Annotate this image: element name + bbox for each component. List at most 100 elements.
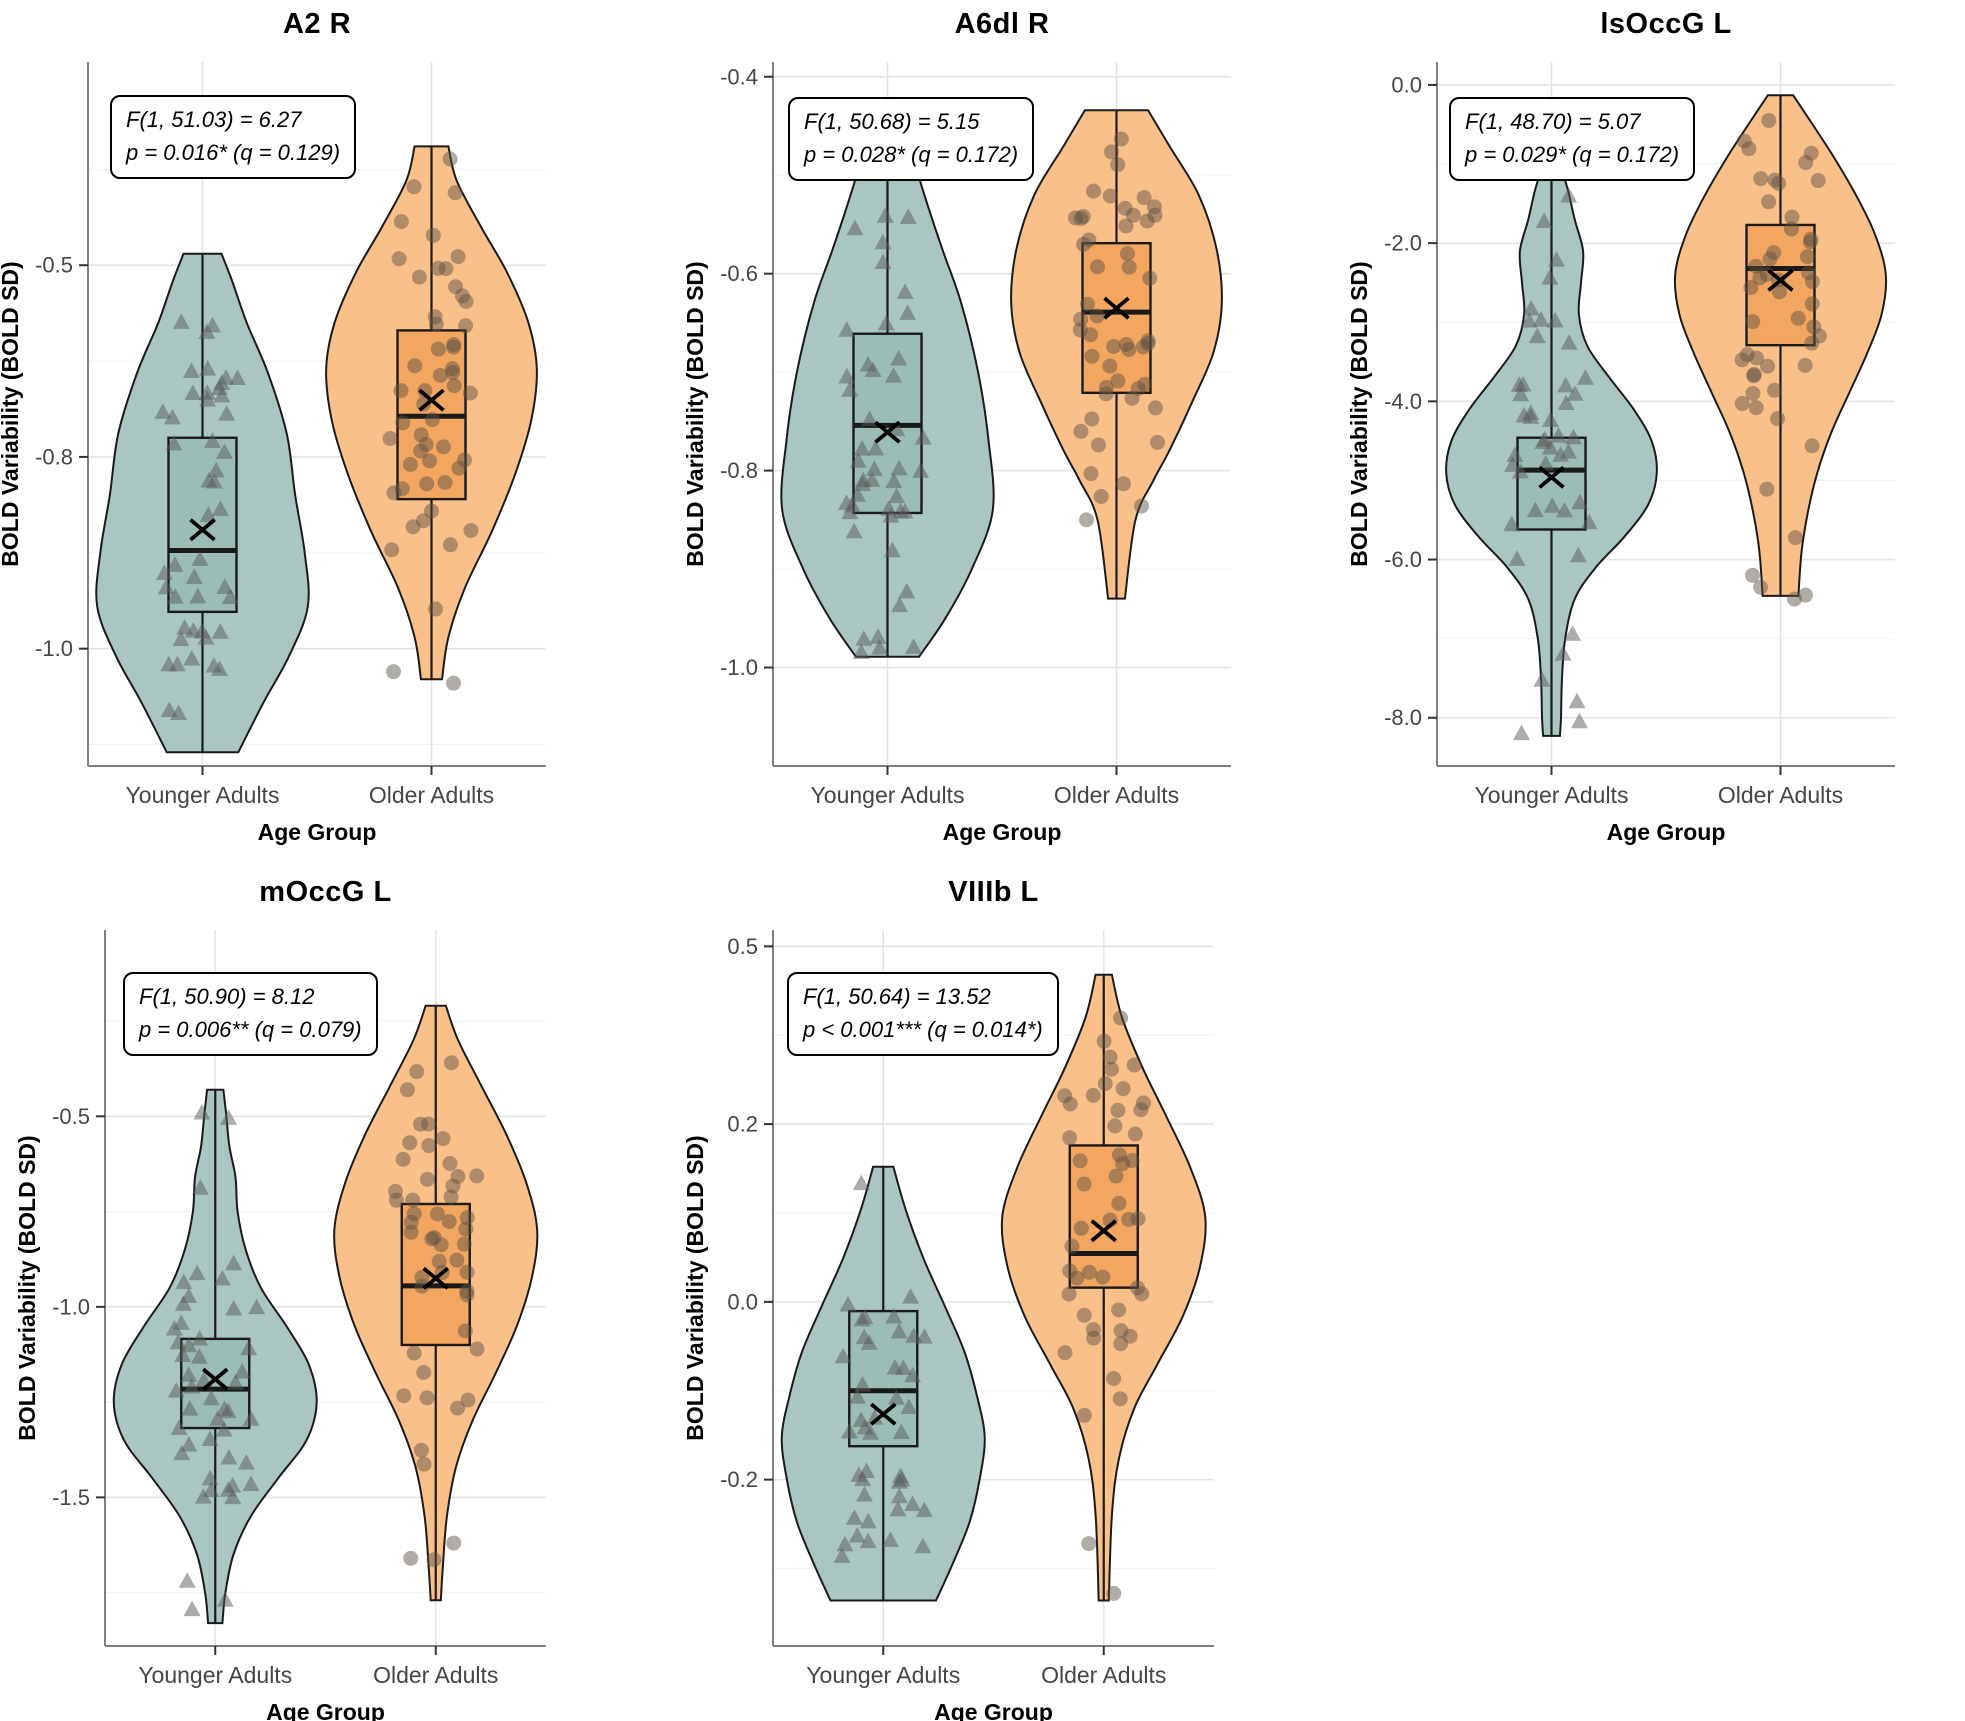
data-point-circle bbox=[1797, 357, 1813, 373]
data-point-triangle bbox=[178, 1572, 196, 1588]
data-point-circle bbox=[443, 1189, 459, 1205]
data-point-circle bbox=[1113, 131, 1129, 147]
data-point-circle bbox=[1753, 579, 1768, 595]
data-point-circle bbox=[419, 1390, 435, 1406]
violin-plot-svg: 0.5 0.2 0.0 -0.2 Younger Adults Older Adults A… bbox=[682, 930, 1214, 1721]
panel-title: mOccG L bbox=[259, 876, 392, 908]
data-point-circle bbox=[1130, 1211, 1146, 1227]
data-point-circle bbox=[406, 179, 422, 195]
data-point-circle bbox=[1079, 512, 1094, 528]
data-point-circle bbox=[413, 427, 429, 443]
data-point-circle bbox=[462, 385, 478, 401]
data-point-circle bbox=[1061, 1286, 1077, 1302]
data-point-circle bbox=[1767, 172, 1783, 188]
data-point-triangle bbox=[1542, 411, 1560, 427]
data-point-triangle bbox=[191, 1179, 209, 1195]
data-point-triangle bbox=[1560, 334, 1578, 350]
panel-a2-r: A2 R -0.5 -0.8 -1.0 Younger Adults Older Adul… bbox=[0, 0, 655, 860]
data-point-triangle bbox=[1504, 456, 1522, 472]
data-point-circle bbox=[1110, 373, 1126, 389]
data-point-circle bbox=[1743, 280, 1759, 296]
x-category-label: Younger Adults bbox=[806, 1662, 960, 1688]
data-point-circle bbox=[1096, 1033, 1112, 1049]
data-point-circle bbox=[1150, 434, 1166, 450]
data-point-triangle bbox=[202, 1389, 220, 1406]
data-point-triangle bbox=[1543, 497, 1561, 513]
data-point-circle bbox=[1804, 274, 1820, 290]
data-point-circle bbox=[1075, 208, 1091, 224]
data-point-triangle bbox=[874, 233, 892, 250]
data-point-triangle bbox=[166, 556, 184, 572]
x-category-label: Older Adults bbox=[369, 782, 494, 808]
data-point-circle bbox=[445, 365, 461, 381]
y-tick-label: -0.8 bbox=[720, 458, 758, 483]
panel-moccg-l: mOccG L -0.5 -1.0 -1.5 Younger Adults Older A… bbox=[0, 860, 655, 1721]
data-point-circle bbox=[1767, 382, 1783, 398]
data-point-triangle bbox=[209, 1410, 227, 1426]
data-point-circle bbox=[419, 476, 435, 492]
stats-f-line: F(1, 51.03) = 6.27 bbox=[126, 107, 302, 132]
data-point-circle bbox=[1108, 1168, 1124, 1184]
data-point-circle bbox=[1762, 251, 1778, 267]
data-point-triangle bbox=[167, 1382, 185, 1398]
data-point-circle bbox=[1102, 1049, 1118, 1065]
data-point-circle bbox=[1787, 530, 1803, 546]
data-point-circle bbox=[1073, 210, 1089, 226]
stats-p-line: p = 0.029* (q = 0.172) bbox=[1465, 142, 1680, 167]
data-point-triangle bbox=[242, 1475, 260, 1492]
boxplot-older bbox=[400, 1202, 471, 1347]
data-point-circle bbox=[1140, 336, 1156, 352]
data-point-circle bbox=[428, 316, 444, 332]
data-point-triangle bbox=[859, 1512, 877, 1529]
data-point-circle bbox=[460, 1392, 476, 1408]
data-point-circle bbox=[1091, 437, 1107, 453]
stats-annotation-box: F(1, 48.70) = 5.07 p = 0.029* (q = 0.172) bbox=[1449, 97, 1696, 181]
stats-p-line: p = 0.016* (q = 0.129) bbox=[126, 140, 341, 165]
x-category-label: Younger Adults bbox=[1475, 782, 1629, 808]
data-point-triangle bbox=[856, 1308, 874, 1325]
y-tick-label: -6.0 bbox=[1384, 547, 1422, 572]
data-point-triangle bbox=[1571, 712, 1588, 729]
mean-x-marker bbox=[1767, 268, 1794, 292]
x-category-label: Younger Adults bbox=[811, 782, 965, 808]
data-point-circle bbox=[433, 1237, 449, 1253]
data-point-circle bbox=[1130, 1280, 1146, 1296]
data-point-circle bbox=[403, 1550, 419, 1566]
data-point-triangle bbox=[1555, 501, 1573, 518]
data-point-triangle bbox=[914, 1537, 932, 1554]
data-point-circle bbox=[1124, 390, 1140, 406]
data-point-circle bbox=[459, 1210, 475, 1226]
data-point-circle bbox=[1766, 245, 1782, 261]
y-tick-label: -0.2 bbox=[720, 1467, 758, 1492]
data-point-triangle bbox=[180, 1435, 198, 1452]
data-point-circle bbox=[1073, 423, 1089, 439]
data-point-triangle bbox=[1520, 312, 1538, 328]
data-point-circle bbox=[1771, 284, 1787, 300]
data-point-triangle bbox=[1522, 300, 1540, 316]
data-point-triangle bbox=[841, 381, 859, 397]
data-point-circle bbox=[1761, 194, 1777, 210]
data-point-triangle bbox=[154, 403, 172, 419]
data-point-circle bbox=[458, 293, 474, 309]
data-point-circle bbox=[1130, 380, 1146, 396]
data-point-triangle bbox=[885, 1307, 903, 1324]
data-point-triangle bbox=[219, 1481, 237, 1497]
data-point-circle bbox=[1118, 336, 1134, 352]
data-point-triangle bbox=[240, 1339, 258, 1356]
data-point-circle bbox=[445, 1178, 461, 1194]
data-point-triangle bbox=[841, 503, 859, 520]
data-point-circle bbox=[1790, 310, 1806, 326]
data-point-circle bbox=[1089, 308, 1105, 324]
data-point-circle bbox=[456, 452, 472, 468]
data-point-circle bbox=[405, 519, 421, 535]
data-point-circle bbox=[1137, 376, 1153, 392]
data-point-circle bbox=[403, 1214, 419, 1230]
data-point-circle bbox=[450, 249, 466, 265]
data-point-circle bbox=[1093, 488, 1109, 504]
data-point-triangle bbox=[856, 1418, 874, 1435]
data-point-triangle bbox=[1506, 446, 1524, 462]
data-point-triangle bbox=[1526, 501, 1544, 518]
data-point-triangle bbox=[170, 1419, 188, 1435]
data-point-triangle bbox=[1560, 443, 1578, 459]
data-point-triangle bbox=[859, 1532, 877, 1549]
